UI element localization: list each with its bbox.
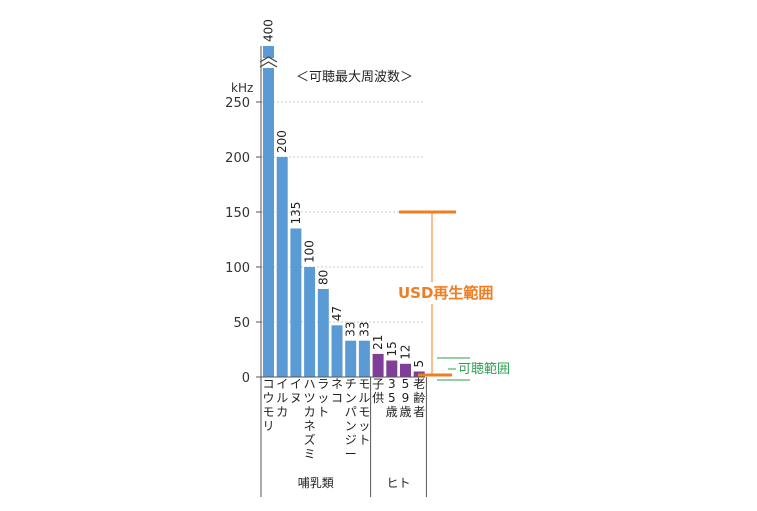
category-label: 老齢者 [413,377,425,419]
group-label: ヒト [386,476,410,490]
category-label: イヌ [290,377,302,405]
bar-value-label: 135 [289,202,303,225]
category-label: ネコ [331,377,343,405]
axis-break-gap [261,58,276,68]
bar [263,46,274,377]
category-label: ハツカネズミ [304,377,316,461]
bar [304,267,316,377]
bar-value-label: 200 [275,130,289,153]
bar [400,363,411,377]
bar-value-label: 21 [371,335,385,350]
y-tick-label: 150 [225,206,250,221]
bar [358,340,370,377]
audible-range-label: 可聴範囲 [458,362,510,377]
bar [331,325,343,377]
y-axis-unit: kHz [231,81,253,95]
category-label: モルモット [358,377,370,447]
category-label: チンパンジー [345,377,357,461]
bar [345,340,357,377]
y-tick-label: 200 [225,151,250,166]
bar [276,157,288,377]
y-tick-label: 100 [225,261,250,276]
axis-break-mark [259,61,278,68]
bar-value-label: 5 [412,360,426,368]
bar [372,353,384,377]
bar-value-label: 33 [357,321,371,336]
bar-value-label: 33 [344,321,358,336]
category-label: コウモリ [262,377,274,433]
category-label: イルカ [276,377,288,419]
bar-value-label: 100 [303,240,317,263]
labels: ＜可聴最大周波数＞ 400 コウモリ 200 イルカ 135 イヌ 100 ハツカネズミ 80 ラッ… [262,19,427,490]
group-label: 哺乳類 [298,476,334,490]
bar-value-label: 12 [399,345,413,360]
y-tick-label: 50 [233,316,250,331]
bar [317,289,329,377]
bar-value-label: 80 [316,270,330,285]
bars [259,46,425,377]
gridlines [261,101,425,323]
axis-break-mark [259,56,278,63]
bar-value-label: 400 [262,19,276,42]
usd-range-label: USD再生範囲 [398,284,493,302]
y-tick-label: 250 [225,96,250,111]
bar [386,360,398,377]
y-tick-label: 0 [242,371,250,386]
chart-title: ＜可聴最大周波数＞ [296,70,413,85]
category-label: ラット [317,377,329,419]
category-label: 子供 [372,377,384,405]
bar-value-label: 47 [330,306,344,321]
bar-value-label: 15 [385,341,399,356]
bar [290,228,302,377]
